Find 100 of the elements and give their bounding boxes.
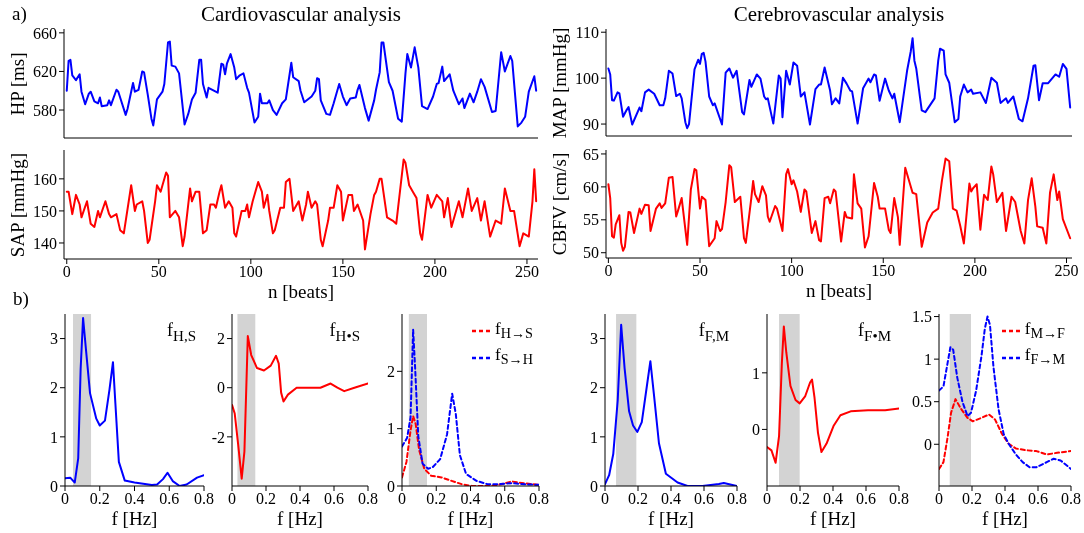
y-tick-label: 0 bbox=[924, 435, 932, 453]
x-axis-title: f [Hz] bbox=[809, 508, 857, 530]
x-tick-label: 0.8 bbox=[889, 490, 909, 508]
x-tick-label: 150 bbox=[871, 262, 896, 280]
y-tick-label: 0 bbox=[590, 477, 598, 495]
x-tick-label: 0.8 bbox=[1061, 490, 1081, 508]
line-series bbox=[607, 157, 1072, 252]
line-series bbox=[939, 315, 1071, 470]
x-axis-title: n [beats] bbox=[805, 280, 873, 302]
x-tick-label: 0 bbox=[763, 490, 771, 508]
x-tick-label: 0.2 bbox=[962, 490, 982, 508]
text: f$_{F,M}$ bbox=[698, 320, 729, 345]
line-series bbox=[65, 158, 538, 251]
y-tick-label: -2 bbox=[211, 428, 225, 446]
y-axis-title: SAP [mmHg] bbox=[7, 152, 29, 257]
y-tick-label: 3 bbox=[590, 330, 598, 348]
y-tick-label: 1 bbox=[50, 428, 58, 446]
line-series bbox=[939, 398, 1071, 470]
x-axis-title: f [Hz] bbox=[981, 508, 1029, 530]
y-tick-label: 1 bbox=[387, 420, 395, 438]
y-tick-label: 1 bbox=[590, 428, 598, 446]
x-axis-title: f [Hz] bbox=[276, 508, 324, 530]
legend-label: f$_{S→H}$ bbox=[495, 344, 533, 370]
y-tick-label: 1 bbox=[752, 364, 760, 382]
x-tick-label: 0 bbox=[228, 490, 236, 508]
legend-label: f$_{F→M}$ bbox=[1024, 344, 1065, 370]
y-tick-label: 1.5 bbox=[912, 308, 932, 326]
x-tick-label: 0.8 bbox=[529, 490, 549, 508]
y-tick-label: 0 bbox=[50, 477, 58, 495]
x-tick-label: 0.6 bbox=[856, 490, 876, 508]
x-tick-label: 0.6 bbox=[324, 490, 344, 508]
x-tick-label: 200 bbox=[422, 263, 447, 281]
y-tick-label: 0 bbox=[387, 477, 395, 495]
y-tick-label: 0 bbox=[217, 379, 225, 397]
y-tick-label: 55 bbox=[583, 211, 599, 229]
text: a) bbox=[12, 3, 27, 25]
x-tick-label: 0.6 bbox=[694, 490, 714, 508]
text: f$_{H,S}$ bbox=[167, 320, 196, 345]
legend-label: f$_{H→S}$ bbox=[495, 318, 533, 344]
x-tick-label: 0.6 bbox=[1028, 490, 1048, 508]
y-tick-label: 0.5 bbox=[912, 393, 932, 411]
x-axis-title: f [Hz] bbox=[110, 508, 159, 530]
x-tick-label: 50 bbox=[150, 263, 167, 281]
text: b) bbox=[13, 288, 29, 310]
x-tick-label: 150 bbox=[330, 263, 355, 281]
y-tick-label: 110 bbox=[575, 23, 599, 41]
x-tick-label: 0.4 bbox=[290, 490, 310, 508]
x-tick-label: 0.2 bbox=[426, 490, 447, 508]
x-tick-label: 0.2 bbox=[89, 490, 110, 508]
y-tick-label: 660 bbox=[33, 24, 57, 42]
y-tick-label: 160 bbox=[33, 170, 57, 188]
x-tick-label: 0.2 bbox=[628, 490, 648, 508]
x-tick-label: 0.6 bbox=[159, 490, 180, 508]
x-tick-label: 0.6 bbox=[494, 490, 515, 508]
x-axis-title: f [Hz] bbox=[647, 508, 695, 530]
chart-title: Cerebrovascular analysis bbox=[732, 2, 946, 27]
y-tick-label: 2 bbox=[217, 330, 225, 348]
y-tick-label: 140 bbox=[33, 234, 57, 252]
x-tick-label: 0.4 bbox=[460, 490, 481, 508]
x-tick-label: 0 bbox=[62, 263, 71, 281]
y-tick-label: 620 bbox=[33, 63, 57, 81]
y-tick-label: 2 bbox=[50, 379, 58, 397]
legend-label: f$_{M→F}$ bbox=[1024, 318, 1065, 344]
line-series bbox=[607, 37, 1072, 130]
x-axis-title: f [Hz] bbox=[446, 508, 495, 530]
x-tick-label: 100 bbox=[779, 262, 804, 280]
y-tick-label: 2 bbox=[590, 379, 598, 397]
y-tick-label: 150 bbox=[33, 202, 57, 220]
y-axis-title: MAP [mmHg] bbox=[549, 27, 571, 138]
x-tick-label: 0 bbox=[935, 490, 943, 508]
x-tick-label: 250 bbox=[514, 263, 539, 281]
y-tick-label: 3 bbox=[50, 330, 58, 348]
x-tick-label: 200 bbox=[962, 262, 987, 280]
text: f$_{H•S}$ bbox=[329, 320, 360, 345]
x-tick-label: 0 bbox=[61, 490, 69, 508]
x-tick-label: 0.4 bbox=[661, 490, 681, 508]
y-tick-label: 2 bbox=[387, 363, 395, 381]
line-series bbox=[65, 40, 538, 128]
y-tick-label: 90 bbox=[583, 115, 599, 133]
y-tick-label: 100 bbox=[575, 69, 599, 87]
x-tick-label: 100 bbox=[238, 263, 263, 281]
y-tick-label: 65 bbox=[583, 145, 599, 163]
y-tick-label: 60 bbox=[583, 178, 599, 196]
x-tick-label: 0.4 bbox=[823, 490, 843, 508]
y-tick-label: 580 bbox=[33, 101, 57, 119]
chart-title: Cardiovascular analysis bbox=[200, 2, 402, 27]
x-tick-label: 0.8 bbox=[727, 490, 747, 508]
x-tick-label: 0.2 bbox=[790, 490, 810, 508]
x-tick-label: 0.2 bbox=[256, 490, 276, 508]
y-tick-label: 50 bbox=[583, 244, 599, 262]
y-tick-label: 1 bbox=[924, 350, 932, 368]
text: f$_{F•M}$ bbox=[858, 320, 891, 345]
y-axis-title: CBFV [cm/s] bbox=[549, 152, 571, 256]
x-tick-label: 0.8 bbox=[358, 490, 378, 508]
x-tick-label: 50 bbox=[692, 262, 709, 280]
x-tick-label: 0 bbox=[398, 490, 406, 508]
x-tick-label: 0.4 bbox=[124, 490, 145, 508]
x-tick-label: 0.4 bbox=[995, 490, 1015, 508]
x-tick-label: 0.8 bbox=[194, 490, 214, 508]
x-axis-title: n [beats] bbox=[267, 281, 335, 303]
